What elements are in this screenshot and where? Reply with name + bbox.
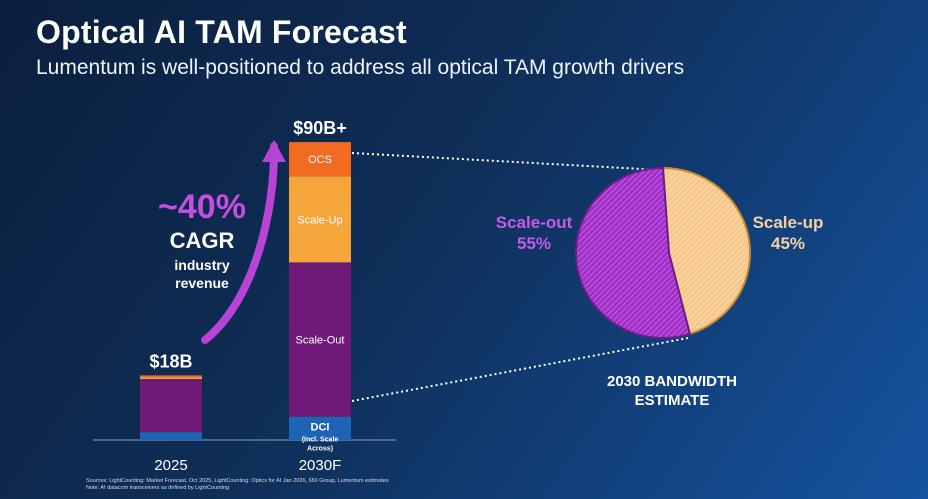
sources-line: Sources: LightCounting: Market Forecast,… [86,478,389,484]
pie-label-scale-up-pct: 45% [770,234,806,253]
bandwidth-pie [575,166,751,339]
bar-segment-2030f-ocs [289,142,351,177]
segment-label-dci: DCI [311,422,330,434]
cagr-percent: ~40% [158,188,246,226]
cagr-description-line1: industry [174,257,230,273]
cagr-label: CAGR [169,228,235,253]
cagr-arrowhead [262,140,286,162]
segment-label-ocs: OCS [308,154,332,166]
pie-label-scale-out-pct: 55% [516,234,552,253]
segment-label-scale-out: Scale-Out [296,335,345,347]
tick-label-2030f: 2030F [299,457,342,474]
slide-subtitle: Lumentum is well-positioned to address a… [36,56,685,79]
cagr-description-line2: revenue [175,275,229,291]
bar-segment-2025-scale-up [140,377,202,379]
bar-segment-2030f-dci [289,416,351,440]
pie-slice-scale-out [575,166,692,339]
bar-segment-2025-ocs [140,375,202,378]
cagr-description: industry revenue [150,256,254,292]
pie-label-scale-out: Scale-out 55% [484,212,584,254]
bandwidth-caption-line2: ESTIMATE [634,392,710,409]
connector-top [351,152,661,171]
sources-footnote: Sources: LightCounting: Market Forecast,… [86,478,389,492]
pie-label-scale-up: Scale-up 45% [738,212,838,254]
segment-note-dci-line2: Across) [307,446,333,453]
bar-segment-2030f-scale-up [289,176,351,263]
bandwidth-caption-line1: 2030 BANDWIDTH [606,373,738,390]
tick-label-2025: 2025 [154,457,187,474]
bandwidth-estimate-caption: 2030 BANDWIDTH ESTIMATE [572,372,772,410]
note-line: Note: AI datacom transceivers as defined… [86,485,230,491]
stacked-bars [140,142,351,440]
total-label-2025: $18B [149,351,192,371]
segment-label-scale-up: Scale-Up [297,214,342,226]
pie-label-scale-out-name: Scale-out [495,213,573,232]
bar-segment-2025-dci [140,432,202,440]
pie-slice-scale-up [661,166,751,336]
segment-note-dci-line1: (Incl. Scale [302,437,339,444]
bar-labels: 2025 $18B 2030F $90B+ OCS Scale-Up Scale-Out DC… [149,118,346,474]
bar-segment-2025-scale-out [140,378,202,433]
cagr-arrow [201,142,279,344]
bar-segment-2030f-scale-out [289,262,351,417]
connector-bottom [351,337,689,402]
total-label-2030f: $90B+ [293,118,347,138]
pie-label-scale-up-name: Scale-up [752,213,824,232]
slide-title: Optical AI TAM Forecast [36,14,407,50]
